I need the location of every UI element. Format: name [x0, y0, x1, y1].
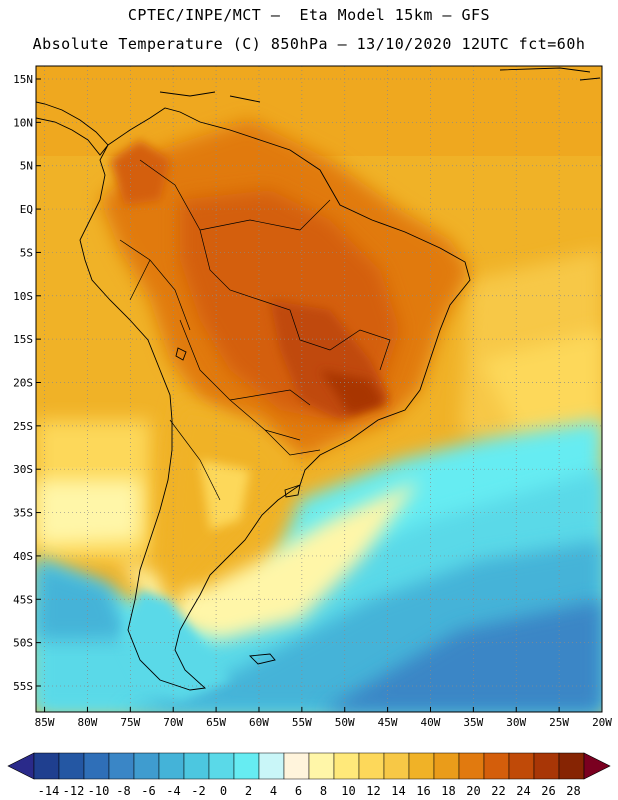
- lon-label: 30W: [506, 716, 526, 729]
- longitude-labels: 85W 80W 75W 70W 65W 60W 55W 50W 45W 40W 35W 30W 25W 2…: [35, 707, 612, 729]
- lat-label: 35S: [13, 507, 33, 520]
- map-title-line1: CPTEC/INPE/MCT – Eta Model 15km – GFS: [127, 6, 491, 24]
- lon-label: 50W: [335, 716, 355, 729]
- latitude-labels: 15N 10N 5N EQ 5S 10S 15S 20S 25S 30S 35S 40S 45S 50S 5…: [13, 73, 41, 693]
- lagoa-dos-patos: [284, 484, 301, 498]
- legend-label: -4: [166, 784, 180, 798]
- legend-swatch: [458, 752, 485, 780]
- lat-label: 45S: [13, 593, 33, 606]
- legend-label: 18: [441, 784, 455, 798]
- legend-swatch: [33, 752, 60, 780]
- legend-label: 8: [320, 784, 327, 798]
- legend-labels: -14 -12 -10 -8 -6 -4 -2 0 2 4 6 8 10 12 14 16 18 20 22 24 26…: [38, 784, 581, 798]
- legend-under-arrow: [7, 752, 35, 780]
- legend-swatch: [108, 752, 135, 780]
- legend-label: 16: [416, 784, 430, 798]
- legend-label: 2: [245, 784, 252, 798]
- map-frame: [35, 65, 603, 713]
- lat-label: 55S: [13, 680, 33, 693]
- legend-label: 0: [220, 784, 227, 798]
- legend-swatch: [233, 752, 260, 780]
- temperature-field-continent-hottest: [320, 370, 385, 415]
- lat-label: 15N: [13, 73, 33, 86]
- lon-label: 85W: [35, 716, 55, 729]
- legend-swatch: [283, 752, 310, 780]
- lat-label: 15S: [13, 333, 33, 346]
- legend-label: 28: [566, 784, 580, 798]
- falkland-islands: [249, 653, 276, 665]
- temperature-field-atlantic-warm: [480, 330, 602, 440]
- legend-label: -2: [191, 784, 205, 798]
- central-america-coastline: [36, 101, 109, 156]
- lon-label: 35W: [463, 716, 483, 729]
- legend-swatch: [58, 752, 85, 780]
- legend-label: 12: [366, 784, 380, 798]
- lon-label: 75W: [120, 716, 140, 729]
- legend-swatch: [433, 752, 460, 780]
- legend-swatch: [308, 752, 335, 780]
- lat-label: 30S: [13, 463, 33, 476]
- lake-titicaca: [175, 347, 187, 361]
- lon-label: 70W: [163, 716, 183, 729]
- country-borders: [119, 159, 391, 501]
- caribbean-islands: [159, 67, 601, 103]
- lat-label: 5N: [20, 160, 33, 173]
- legend-over-arrow: [583, 752, 611, 780]
- lon-label: 40W: [421, 716, 441, 729]
- lat-label: 20S: [13, 376, 33, 389]
- legend-swatch: [183, 752, 210, 780]
- lat-label: 5S: [20, 246, 33, 259]
- legend-swatch: [258, 752, 285, 780]
- legend-label: 6: [295, 784, 302, 798]
- legend-label: 26: [541, 784, 555, 798]
- lon-label: 25W: [549, 716, 569, 729]
- lon-label: 65W: [206, 716, 226, 729]
- legend-swatch: [383, 752, 410, 780]
- legend-label: 10: [341, 784, 355, 798]
- lat-label: EQ: [20, 203, 33, 216]
- lat-label: 10N: [13, 116, 33, 129]
- legend-label: -6: [141, 784, 155, 798]
- legend-swatch: [158, 752, 185, 780]
- legend-swatch: [533, 752, 560, 780]
- legend-label: 20: [466, 784, 480, 798]
- lon-label: 55W: [292, 716, 312, 729]
- temperature-field-cold-water-4: [320, 600, 602, 712]
- temperature-field-andes-north: [110, 140, 170, 205]
- lat-label: 50S: [13, 637, 33, 650]
- legend-swatch: [558, 752, 585, 780]
- legend-label: -8: [116, 784, 130, 798]
- legend-swatch: [408, 752, 435, 780]
- legend-swatch: [483, 752, 510, 780]
- temperature-field-patagonia: [120, 590, 230, 700]
- temperature-field-pacific-cold: [36, 560, 130, 640]
- legend-label: -14: [38, 784, 60, 798]
- legend-swatch: [133, 752, 160, 780]
- lon-label: 60W: [249, 716, 269, 729]
- legend-label: -10: [88, 784, 110, 798]
- legend-label: 4: [270, 784, 277, 798]
- south-america-coastline: [79, 107, 471, 691]
- temperature-field-transition: [120, 480, 420, 640]
- lon-label: 20W: [592, 716, 612, 729]
- legend-swatch: [333, 752, 360, 780]
- lat-label: 40S: [13, 550, 33, 563]
- legend-swatch: [508, 752, 535, 780]
- legend-swatch: [358, 752, 385, 780]
- legend-label: 14: [391, 784, 405, 798]
- legend-swatches: [33, 752, 585, 780]
- lat-label: 10S: [13, 290, 33, 303]
- legend-swatch: [83, 752, 110, 780]
- legend-swatch: [208, 752, 235, 780]
- lat-label: 25S: [13, 420, 33, 433]
- coastlines: [36, 67, 601, 691]
- map-title-line2: Absolute Temperature (C) 850hPa – 13/10/…: [32, 35, 586, 53]
- legend-label: 22: [491, 784, 505, 798]
- lon-label: 45W: [378, 716, 398, 729]
- legend-label: -12: [63, 784, 85, 798]
- legend-label: 24: [516, 784, 530, 798]
- lon-label: 80W: [78, 716, 98, 729]
